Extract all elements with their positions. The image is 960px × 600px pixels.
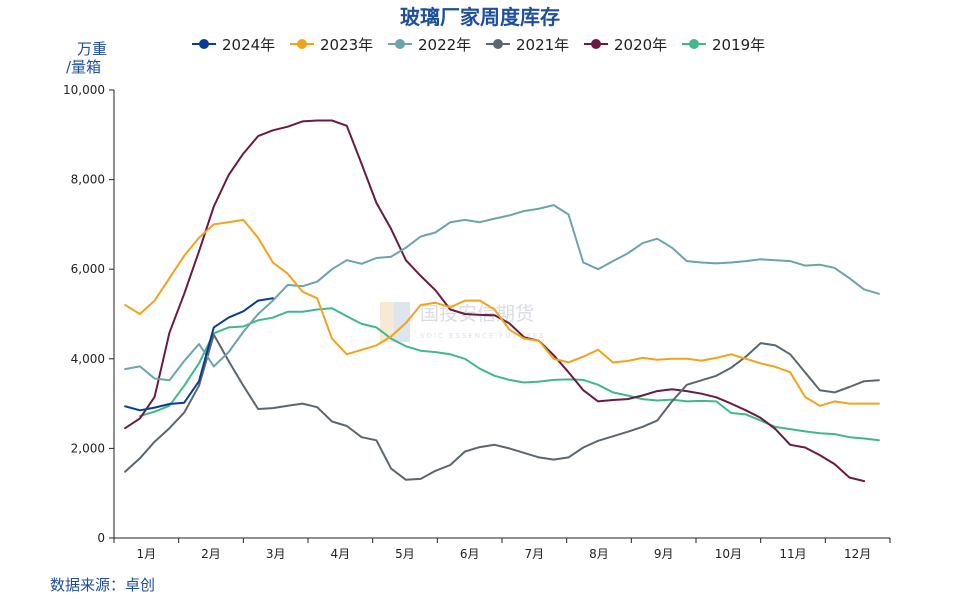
x-tick-label: 8月 [589,547,609,561]
legend-label: 2023年 [320,36,373,54]
y-unit-line1: 万重 [77,40,107,58]
legend-swatch-dot [199,39,209,49]
chart-title: 玻璃厂家周度库存 [400,5,560,29]
series-lines [124,119,880,483]
x-tick-label: 1月 [137,547,157,561]
y-tick-label: 4,000 [71,352,105,366]
series-line-2019 [138,307,880,442]
x-tick-label: 11月 [779,547,806,561]
x-tick-label: 10月 [715,547,742,561]
legend-item-2020[interactable]: 2020年 [584,36,667,54]
y-unit-line2: /量箱 [66,58,101,76]
series-line-2021 [124,333,880,481]
y-tick-label: 6,000 [71,262,105,276]
x-tick-label: 7月 [525,547,545,561]
series-line-2023 [124,218,880,407]
y-tick-label: 0 [97,531,105,545]
y-tick-label: 2,000 [71,441,105,455]
y-tick-label: 10,000 [63,83,105,97]
series-line-2020 [124,119,866,483]
legend: 2024年 2023年 2022年 2021年 2020年 2019年 [192,36,765,54]
x-tick-label: 5月 [395,547,415,561]
watermark-subtext: SDIC ESSENCE FUTURES [420,332,546,340]
x-tick-label: 9月 [654,547,674,561]
x-tick-label: 12月 [844,547,871,561]
legend-label: 2019年 [712,36,765,54]
y-tick-label: 8,000 [71,173,105,187]
legend-item-2022[interactable]: 2022年 [388,36,471,54]
y-axis-ticks: 0 2,000 4,000 6,000 8,000 10,000 [63,83,114,545]
legend-label: 2022年 [418,36,471,54]
legend-item-2024[interactable]: 2024年 [192,36,275,54]
legend-swatch-dot [493,39,503,49]
legend-swatch-dot [591,39,601,49]
series-line-2022 [124,204,880,382]
x-axis-ticks: 1月 2月 3月 4月 5月 6月 7月 8月 9月 10月 11月 12月 [113,538,891,561]
legend-swatch-dot [689,39,699,49]
watermark-logo-right [394,302,410,342]
x-tick-label: 6月 [460,547,480,561]
legend-item-2019[interactable]: 2019年 [682,36,765,54]
x-tick-label: 3月 [266,547,286,561]
legend-item-2021[interactable]: 2021年 [486,36,569,54]
legend-item-2023[interactable]: 2023年 [290,36,373,54]
legend-label: 2024年 [222,36,275,54]
legend-swatch-dot [395,39,405,49]
source-note: 数据来源：卓创 [50,576,155,594]
legend-label: 2021年 [516,36,569,54]
series-line-2024 [124,297,274,412]
x-tick-label: 2月 [201,547,221,561]
legend-label: 2020年 [614,36,667,54]
x-tick-label: 4月 [331,547,351,561]
legend-swatch-dot [297,39,307,49]
